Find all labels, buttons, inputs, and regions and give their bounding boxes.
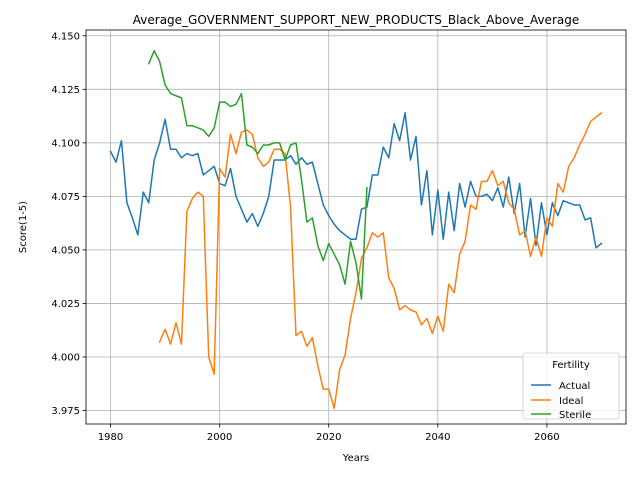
y-tick-label: 3.975 bbox=[51, 406, 80, 417]
y-tick-label: 4.000 bbox=[51, 352, 80, 363]
y-tick-label: 4.125 bbox=[51, 85, 80, 96]
series-line-ideal bbox=[158, 111, 603, 410]
x-tick-label: 2040 bbox=[425, 432, 450, 443]
y-tick-label: 4.150 bbox=[51, 31, 80, 42]
legend-title: Fertility bbox=[552, 360, 590, 371]
x-tick-label: 2060 bbox=[534, 432, 559, 443]
grid bbox=[86, 30, 626, 424]
series-line-sterile bbox=[147, 50, 368, 300]
series-line-actual bbox=[109, 112, 603, 249]
x-tick-label: 2020 bbox=[316, 432, 341, 443]
series-lines bbox=[109, 50, 603, 410]
legend: Fertility Actual Ideal Sterile bbox=[522, 352, 620, 421]
y-tick-label: 4.025 bbox=[51, 299, 80, 310]
legend-label-ideal: Ideal bbox=[559, 396, 583, 407]
chart-title: Average_GOVERNMENT_SUPPORT_NEW_PRODUCTS_… bbox=[133, 13, 579, 27]
x-tick-label: 2000 bbox=[207, 432, 232, 443]
legend-label-sterile: Sterile bbox=[559, 410, 591, 421]
axis-ticks: 1980 2000 2020 2040 2060 3.975 4.000 4.025 4.050… bbox=[51, 31, 559, 443]
legend-box bbox=[522, 352, 620, 420]
y-tick-label: 4.075 bbox=[51, 192, 80, 203]
plot-frame bbox=[85, 29, 627, 425]
x-tick-label: 1980 bbox=[98, 432, 123, 443]
y-tick-label: 4.100 bbox=[51, 138, 80, 149]
x-axis-label: Years bbox=[342, 453, 369, 464]
legend-label-actual: Actual bbox=[559, 381, 590, 392]
y-tick-label: 4.050 bbox=[51, 245, 80, 256]
y-axis-label: Score(1-5) bbox=[18, 201, 29, 253]
